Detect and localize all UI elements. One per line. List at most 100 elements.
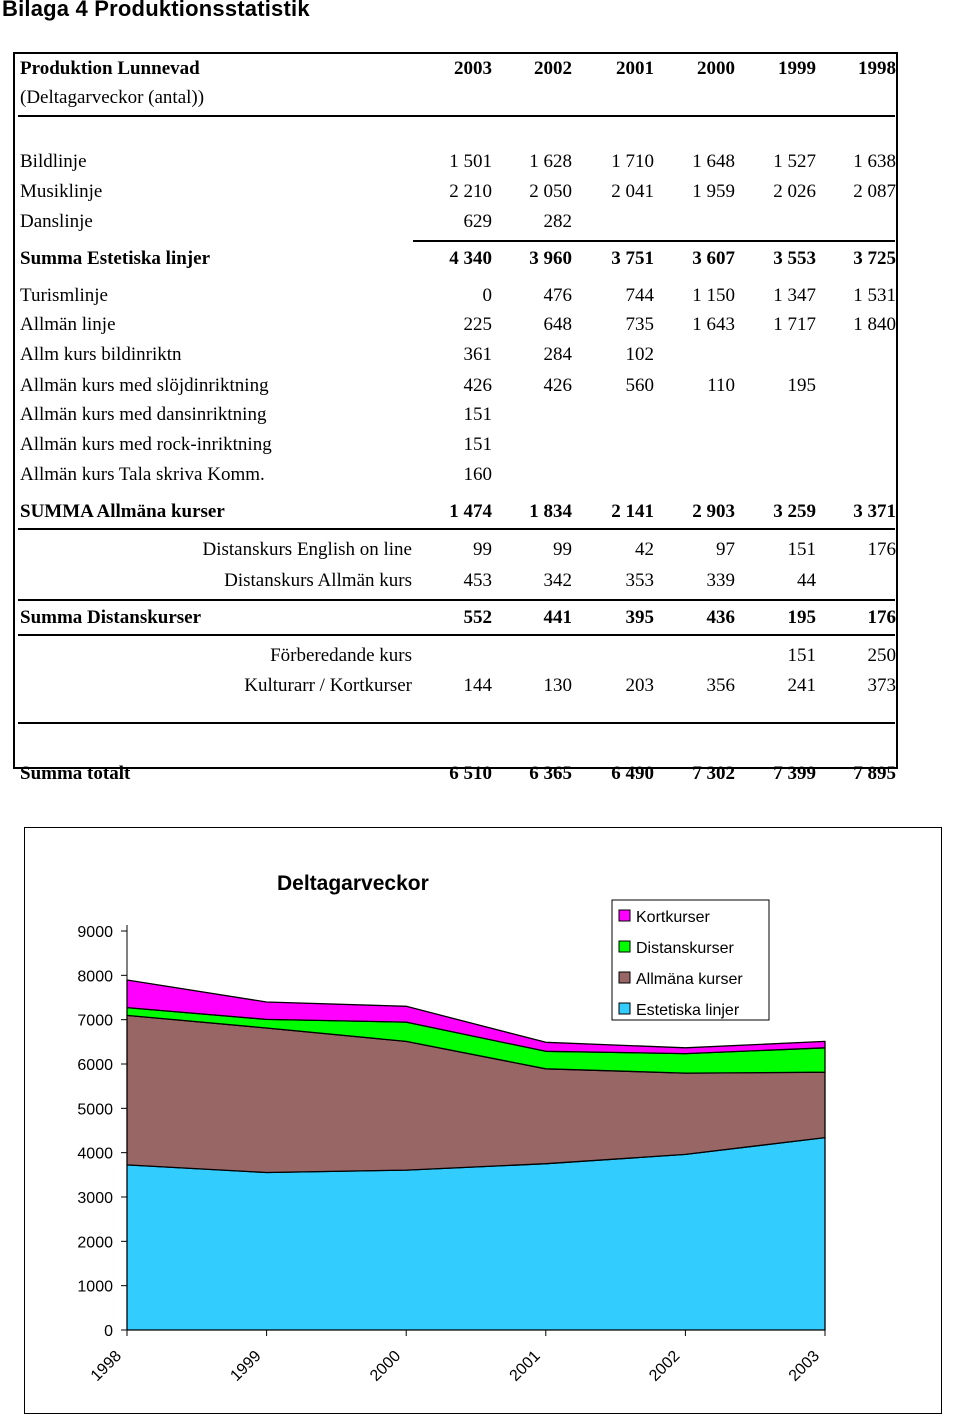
chart-title: Deltagarveckor xyxy=(277,872,429,895)
divider xyxy=(18,634,895,636)
cell-value: 225 xyxy=(463,314,493,335)
cell-value: 176 xyxy=(867,539,897,560)
table-row: Allm kurs bildinriktn 361 284 102 xyxy=(15,340,896,370)
cell-value: 1 347 xyxy=(773,285,816,306)
cell-value: 560 xyxy=(625,375,655,396)
legend-label: Allmäna kurser xyxy=(636,971,743,988)
table-row: Distanskurs Allmän kurs 453 342 353 339 44 xyxy=(15,566,896,596)
table-row: Allmän kurs med slöjdinriktning 426 426 560… xyxy=(15,371,896,401)
legend-label: Estetiska linjer xyxy=(636,1002,740,1019)
row-label: Musiklinje xyxy=(20,181,103,202)
table-row: Allmän kurs med rock-inriktning 151 xyxy=(15,430,896,460)
cell-value: 102 xyxy=(625,344,655,365)
cell-value: 2 026 xyxy=(773,181,816,202)
subtotal-row: Summa Distanskurser 552 441 395 436 195 176 xyxy=(15,603,896,633)
table-row: Bildlinje 1 501 1 628 1 710 1 648 1 527 1 638 xyxy=(15,147,896,177)
table-row: Kulturarr / Kortkurser 144 130 203 356 241 373 xyxy=(15,671,896,701)
cell-value: 2 903 xyxy=(692,501,735,522)
y-tick-label: 9000 xyxy=(77,924,113,941)
cell-value: 3 553 xyxy=(773,248,816,269)
x-tick-label: 2000 xyxy=(367,1348,404,1385)
y-tick-label: 8000 xyxy=(77,968,113,985)
year-header: 1998 xyxy=(858,58,896,79)
divider xyxy=(18,599,895,601)
cell-value: 2 050 xyxy=(529,181,572,202)
subtotal-row: Summa Estetiska linjer 4 340 3 960 3 751 3 6… xyxy=(15,244,896,274)
table-row: Distanskurs English on line 99 99 42 97 151 17… xyxy=(15,535,896,565)
cell-value: 2 141 xyxy=(611,501,654,522)
cell-value: 195 xyxy=(787,607,817,628)
area-series xyxy=(126,979,826,1055)
cell-value: 130 xyxy=(543,675,573,696)
x-tick-label: 2001 xyxy=(507,1348,544,1385)
cell-value: 160 xyxy=(463,464,493,485)
cell-value: 339 xyxy=(706,570,736,591)
cell-value: 361 xyxy=(463,344,493,365)
cell-value: 1 150 xyxy=(692,285,735,306)
row-label: Allmän kurs med dansinriktning xyxy=(20,404,267,425)
cell-value: 1 531 xyxy=(853,285,896,306)
cell-value: 426 xyxy=(463,375,493,396)
table-subtitle: (Deltagarveckor (antal)) xyxy=(20,87,205,108)
cell-value: 3 259 xyxy=(773,501,816,522)
x-tick-label: 1999 xyxy=(227,1348,264,1385)
y-tick-label: 2000 xyxy=(77,1234,113,1251)
table-header-row: Produktion Lunnevad 2003 2002 2001 2000 … xyxy=(15,54,896,84)
cell-value: 1 638 xyxy=(853,151,896,172)
year-header: 2002 xyxy=(534,58,572,79)
year-header: 2001 xyxy=(616,58,654,79)
cell-value: 99 xyxy=(473,539,492,560)
cell-value: 176 xyxy=(867,607,897,628)
y-tick-label: 4000 xyxy=(77,1146,113,1163)
year-header: 1999 xyxy=(778,58,816,79)
subtotal-row: SUMMA Allmäna kurser 1 474 1 834 2 141 2 903… xyxy=(15,497,896,527)
grand-total-row: Summa totalt 6 510 6 365 6 490 7 302 7 399 7 8… xyxy=(15,759,896,789)
x-tick-label: 1998 xyxy=(88,1348,125,1385)
cell-value: 3 725 xyxy=(853,248,896,269)
chart-legend xyxy=(611,899,770,1021)
divider xyxy=(413,240,895,242)
legend-label: Kortkurser xyxy=(636,909,710,926)
cell-value: 151 xyxy=(787,539,817,560)
cell-value: 441 xyxy=(543,607,573,628)
cell-value: 3 960 xyxy=(529,248,572,269)
cell-value: 1 628 xyxy=(529,151,572,172)
cell-value: 3 607 xyxy=(692,248,735,269)
cell-value: 2 210 xyxy=(449,181,492,202)
y-tick-label: 1000 xyxy=(77,1279,113,1296)
cell-value: 1 717 xyxy=(773,314,816,335)
table-row: Danslinje 629 282 xyxy=(15,207,896,237)
cell-value: 250 xyxy=(867,645,897,666)
y-tick-label: 3000 xyxy=(77,1190,113,1207)
cell-value: 2 087 xyxy=(853,181,896,202)
cell-value: 3 751 xyxy=(611,248,654,269)
y-tick-label: 7000 xyxy=(77,1013,113,1030)
year-header: 2000 xyxy=(697,58,735,79)
divider xyxy=(18,528,895,530)
x-tick-label: 2003 xyxy=(786,1348,823,1385)
x-tick-label: 2002 xyxy=(646,1348,683,1385)
cell-value: 6 510 xyxy=(449,763,492,784)
table-subtitle-row: (Deltagarveckor (antal)) xyxy=(15,83,896,113)
cell-value: 151 xyxy=(787,645,817,666)
row-label: Summa Estetiska linjer xyxy=(20,248,210,269)
cell-value: 436 xyxy=(706,607,736,628)
cell-value: 356 xyxy=(706,675,736,696)
row-label: Summa Distanskurser xyxy=(20,607,202,628)
legend-swatch xyxy=(618,909,631,922)
cell-value: 7 895 xyxy=(853,763,896,784)
cell-value: 4 340 xyxy=(449,248,492,269)
cell-value: 735 xyxy=(625,314,655,335)
cell-value: 1 643 xyxy=(692,314,735,335)
cell-value: 241 xyxy=(787,675,817,696)
row-label: Turismlinje xyxy=(20,285,108,306)
cell-value: 1 501 xyxy=(449,151,492,172)
cell-value: 648 xyxy=(543,314,573,335)
cell-value: 426 xyxy=(543,375,573,396)
cell-value: 744 xyxy=(625,285,655,306)
chart-canvas: 0 1000 2000 3000 4000 5000 6000 7000 8000 9000 199… xyxy=(77,872,826,1385)
table-row: Musiklinje 2 210 2 050 2 041 1 959 2 026 2 087 xyxy=(15,177,896,207)
legend-swatch xyxy=(618,940,631,953)
cell-value: 1 648 xyxy=(692,151,735,172)
cell-value: 1 474 xyxy=(449,501,492,522)
